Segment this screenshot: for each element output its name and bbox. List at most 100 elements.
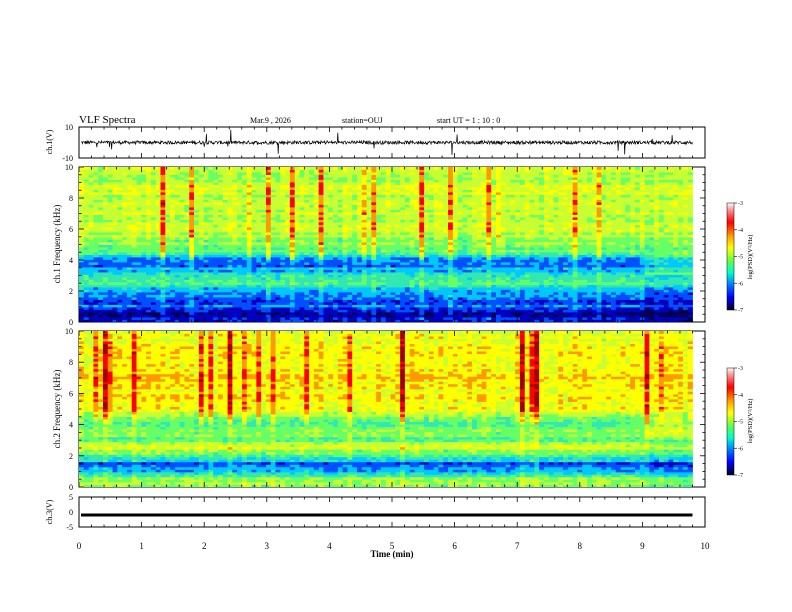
spectrogram-cell xyxy=(510,292,516,295)
spectrogram-cell xyxy=(93,299,99,303)
spectrogram-cell xyxy=(606,259,612,263)
spectrogram-cell xyxy=(615,319,621,322)
spectrogram-cell xyxy=(448,269,454,273)
spectrogram-cell xyxy=(79,224,85,228)
spectrogram-cell xyxy=(88,232,94,235)
spectrogram-cell xyxy=(654,249,660,253)
spectrogram-cell xyxy=(251,239,257,243)
spectrogram-cell xyxy=(328,237,334,240)
spectrogram-cell xyxy=(189,229,195,233)
spectrogram-cell xyxy=(472,314,478,318)
spectrogram-cell xyxy=(256,249,262,253)
spectrogram-cell xyxy=(361,267,367,270)
spectrogram-cell xyxy=(122,279,128,283)
spectrogram-cell xyxy=(385,274,391,278)
spectrogram-cell xyxy=(213,287,219,290)
spectrogram-cell xyxy=(543,294,550,298)
spectrogram-cell xyxy=(165,282,171,285)
spectrogram-cell xyxy=(117,289,123,293)
spectrogram-cell xyxy=(433,294,439,298)
spectrogram-cell xyxy=(380,262,387,265)
spectrogram-cell xyxy=(280,289,286,293)
spectrogram-cell xyxy=(217,287,224,290)
spectrogram-cell xyxy=(611,297,617,300)
spectrogram-cell xyxy=(122,272,128,275)
spectrogram-cell xyxy=(380,289,387,293)
spectrogram-cell xyxy=(678,272,684,275)
spectrogram-cell xyxy=(275,229,281,233)
spectrogram-cell xyxy=(232,242,238,245)
spectrogram-cell xyxy=(591,297,598,300)
spectrogram-cell xyxy=(241,279,248,283)
spectrogram-cell xyxy=(241,294,248,298)
spectrogram-cell xyxy=(491,257,497,260)
spectrogram-cell xyxy=(337,279,343,283)
spectrogram-cell xyxy=(184,314,190,318)
spectrogram-cell xyxy=(270,314,276,318)
spectrogram-cell xyxy=(673,317,679,320)
spectrogram-cell xyxy=(155,289,161,293)
spectrogram-cell xyxy=(500,274,506,278)
spectrogram-cell xyxy=(596,284,602,288)
spectrogram-cell xyxy=(687,247,693,250)
spectrogram-cell xyxy=(275,234,281,238)
spectrogram-cell xyxy=(630,304,636,308)
spectrogram-cell xyxy=(529,249,535,253)
spectrogram-cell xyxy=(491,254,497,258)
spectrogram-cell xyxy=(289,307,296,310)
spectrogram-cell xyxy=(289,229,296,233)
spectrogram-cell xyxy=(395,307,401,310)
spectrogram-cell xyxy=(179,304,185,308)
spectrogram-cell xyxy=(79,317,85,320)
spectrogram-cell xyxy=(620,249,626,253)
spectrogram-cell xyxy=(112,302,118,305)
spectrogram-cell xyxy=(275,319,281,322)
spectrogram-cell xyxy=(495,294,502,298)
spectrogram-cell xyxy=(107,297,113,300)
spectrogram-cell xyxy=(79,282,85,285)
spectrogram-cell xyxy=(548,287,554,290)
spectrogram-cell xyxy=(438,252,444,255)
spectrogram-cell xyxy=(486,259,492,263)
spectrogram-cell xyxy=(347,262,353,265)
spectrogram-cell xyxy=(179,284,185,288)
spectrogram-cell xyxy=(529,242,535,245)
spectrogram-cell xyxy=(668,227,674,230)
spectrogram-cell xyxy=(457,282,463,285)
spectrogram-cell xyxy=(476,249,482,253)
spectrogram-cell xyxy=(582,267,588,270)
spectrogram-cell xyxy=(424,279,430,283)
spectrogram-cell xyxy=(639,297,645,300)
spectrogram-cell xyxy=(122,244,128,248)
spectrogram-cell xyxy=(606,272,612,275)
spectrogram-cell xyxy=(668,302,674,305)
spectrogram-cell xyxy=(390,287,396,290)
spectrogram-cell xyxy=(198,279,205,283)
spectrogram-cell xyxy=(333,249,339,253)
spectrogram-cell xyxy=(107,242,113,245)
spectrogram-cell xyxy=(563,232,569,235)
spectrogram-cell xyxy=(366,237,372,240)
spectrogram-cell xyxy=(634,244,641,248)
spectrogram-cell xyxy=(433,317,439,320)
spectrogram-cell xyxy=(299,287,305,290)
spectrogram-cell xyxy=(639,282,645,285)
spectrogram-cell xyxy=(136,279,142,283)
spectrogram-cell xyxy=(395,257,401,260)
spectrogram-cell xyxy=(419,254,425,258)
spectrogram-cell xyxy=(112,264,118,268)
spectrogram-cell xyxy=(222,317,228,320)
spectrogram-cell xyxy=(380,244,387,248)
spectrogram-cell xyxy=(170,227,176,230)
spectrogram-cell xyxy=(433,299,439,303)
spectrogram-cell xyxy=(141,302,147,305)
spectrogram-cell xyxy=(500,237,506,240)
spectrogram-cell xyxy=(400,232,406,235)
spectrogram-cell xyxy=(299,272,305,275)
spectrogram-cell xyxy=(155,284,161,288)
spectrogram-cell xyxy=(170,302,176,305)
spectrogram-cell xyxy=(294,299,300,303)
spectrogram-cell xyxy=(222,274,228,278)
spectrogram-cell xyxy=(323,239,329,243)
spectrogram-cell xyxy=(678,284,684,288)
